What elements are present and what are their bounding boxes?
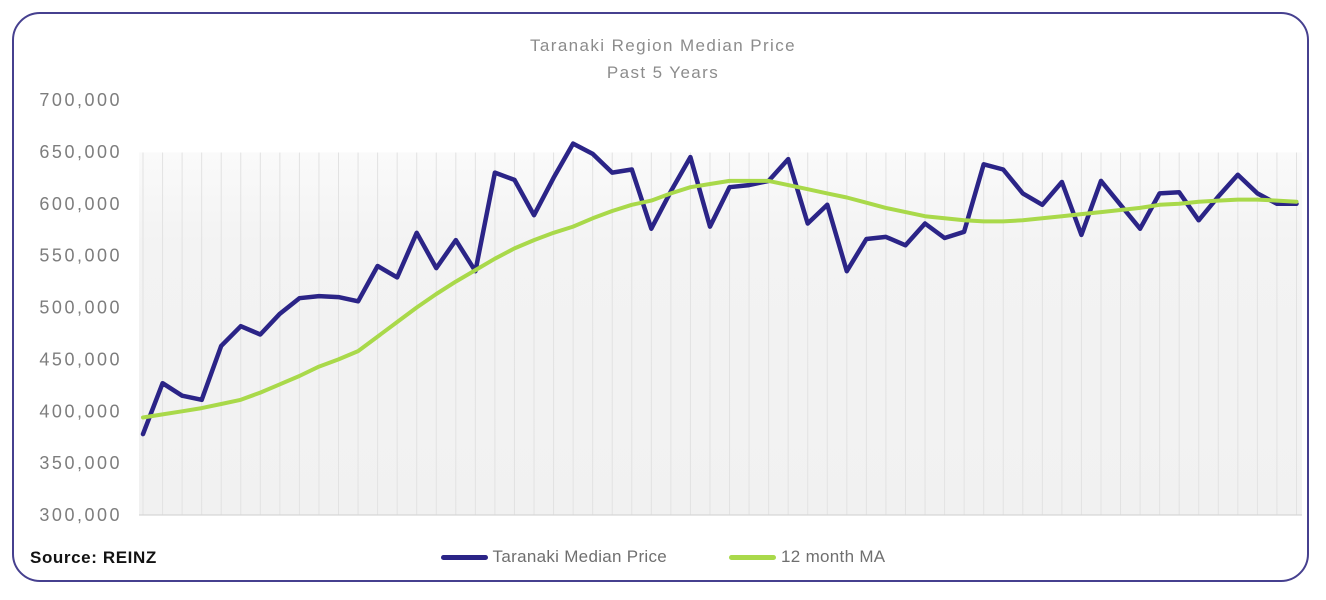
- legend-item-12-month-ma: 12 month MA: [729, 547, 885, 567]
- chart-title: Taranaki Region Median Price: [530, 36, 796, 55]
- median-price-line: [140, 141, 1299, 437]
- y-tick-label: 350,000: [39, 453, 122, 473]
- series-lines: [140, 141, 1299, 437]
- y-tick-label: 500,000: [39, 298, 122, 318]
- legend-item-median-price: Taranaki Median Price: [440, 547, 668, 567]
- y-tick-label: 700,000: [39, 90, 122, 110]
- chart-subtitle: Past 5 Years: [606, 63, 720, 82]
- y-tick-label: 550,000: [39, 246, 122, 266]
- y-tick-label: 300,000: [39, 505, 122, 525]
- y-tick-label: 450,000: [39, 349, 122, 369]
- source-note: Source: REINZ: [30, 548, 157, 567]
- moving-average-line: [141, 178, 1299, 420]
- legend: Taranaki Median Price 12 month MA: [0, 547, 1326, 567]
- legend-label-12-month-ma: 12 month MA: [781, 547, 886, 566]
- y-tick-label: 650,000: [39, 142, 122, 162]
- twelve-month-ma-swatch: [729, 554, 777, 560]
- legend-label-median-price: Taranaki Median Price: [492, 547, 668, 566]
- median-price-swatch: [440, 554, 488, 560]
- y-axis-tick-labels: 700,000 650,000 600,000 550,000 500,000 450,0…: [39, 90, 122, 525]
- y-tick-label: 600,000: [39, 194, 122, 214]
- chart-title-block: Taranaki Region Median Price Past 5 Year…: [0, 32, 1326, 86]
- y-tick-label: 400,000: [39, 401, 122, 421]
